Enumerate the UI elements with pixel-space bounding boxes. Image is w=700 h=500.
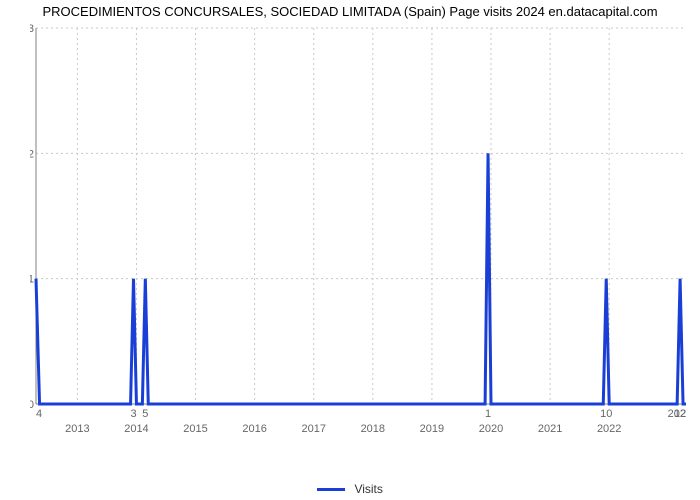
x-tick-label: 2016 (242, 423, 266, 435)
chart-svg: 0123435110122022013201420152016201720182… (30, 24, 690, 444)
x-tick-label: 2020 (479, 423, 503, 435)
legend-swatch (317, 488, 345, 491)
chart-plot-area: 0123435110122022013201420152016201720182… (30, 24, 690, 444)
x-tick-label: 2019 (420, 423, 444, 435)
x-tick-label: 2017 (301, 423, 325, 435)
chart-legend: Visits (0, 481, 700, 496)
y-tick-label: 3 (30, 24, 34, 35)
x-annotation: 3 (130, 408, 136, 420)
x-annotation: 4 (36, 408, 42, 420)
chart-title: PROCEDIMIENTOS CONCURSALES, SOCIEDAD LIM… (0, 4, 700, 19)
legend-label: Visits (354, 482, 382, 496)
x-tick-label: 2013 (65, 423, 89, 435)
x-annotation: 202 (668, 408, 686, 420)
y-tick-label: 1 (30, 274, 34, 286)
x-tick-label: 2022 (597, 423, 621, 435)
x-annotation: 1 (485, 408, 491, 420)
x-annotation: 5 (142, 408, 148, 420)
x-annotation: 10 (600, 408, 612, 420)
x-tick-label: 2014 (124, 423, 148, 435)
y-tick-label: 0 (30, 399, 34, 411)
y-tick-label: 2 (30, 148, 34, 160)
x-tick-label: 2021 (538, 423, 562, 435)
x-tick-label: 2015 (183, 423, 207, 435)
x-tick-label: 2018 (361, 423, 385, 435)
